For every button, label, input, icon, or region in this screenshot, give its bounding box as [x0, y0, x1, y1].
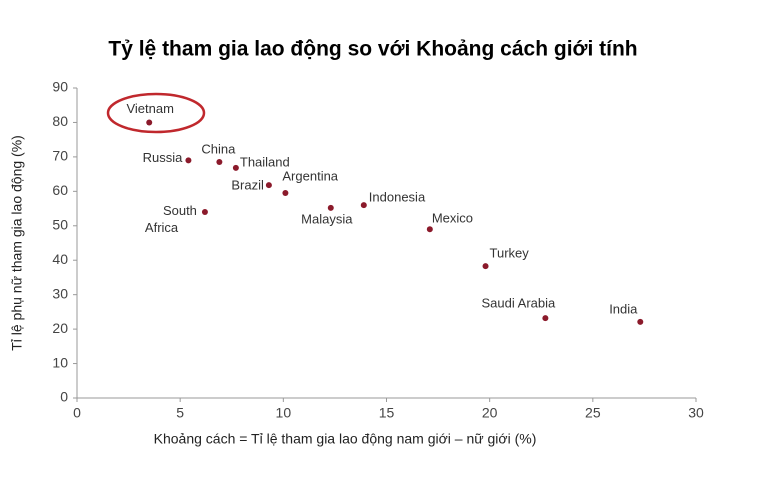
x-axis-label: Khoảng cách = Tỉ lệ tham gia lao động na… [154, 431, 537, 447]
point-label: Argentina [282, 168, 338, 183]
y-tick-label: 40 [52, 251, 68, 267]
point-label: Malaysia [301, 211, 353, 226]
highlight-ellipse [106, 92, 206, 134]
point [360, 202, 367, 209]
y-tick-label: 0 [60, 389, 68, 405]
point [327, 204, 334, 211]
y-tick-label: 20 [52, 320, 68, 336]
point [185, 157, 192, 164]
point [232, 164, 239, 171]
x-tick-label: 5 [176, 405, 184, 421]
point [542, 315, 549, 322]
point-label: Indonesia [369, 190, 426, 205]
point [146, 119, 153, 126]
point [265, 182, 272, 189]
x-tick-label: 10 [276, 405, 292, 421]
y-tick-label: 70 [52, 148, 68, 164]
chart-title: Tỷ lệ tham gia lao động so với Khoảng cá… [108, 38, 637, 61]
y-tick-label: 90 [52, 79, 68, 95]
x-tick-label: 15 [379, 405, 395, 421]
x-tick-label: 25 [585, 405, 601, 421]
y-tick-label: 60 [52, 182, 68, 198]
x-tick-label: 0 [73, 405, 81, 421]
point [282, 190, 289, 197]
y-tick-label: 30 [52, 285, 68, 301]
point-label: Vietnam [126, 101, 173, 116]
x-tick-label: 20 [482, 405, 498, 421]
y-tick-label: 80 [52, 113, 68, 129]
point [216, 159, 223, 166]
y-tick-label: 10 [52, 354, 68, 370]
point [482, 263, 489, 270]
point-label: Turkey [490, 246, 530, 261]
point-label: Saudi Arabia [482, 296, 556, 311]
y-axis-label: Tỉ lệ phụ nữ tham gia lao động (%) [9, 135, 25, 351]
point [201, 209, 208, 215]
point-label: Brazil [231, 178, 264, 193]
point-label: China [201, 141, 236, 156]
x-tick-label: 30 [688, 405, 704, 421]
point-label: Thailand [240, 154, 290, 169]
point [426, 226, 433, 233]
y-tick-label: 50 [52, 216, 68, 232]
point-label: Mexico [432, 211, 473, 226]
point-label: Russia [143, 150, 184, 165]
point-label: India [609, 301, 638, 316]
point-label: South Africa [145, 203, 197, 235]
point [637, 318, 644, 325]
